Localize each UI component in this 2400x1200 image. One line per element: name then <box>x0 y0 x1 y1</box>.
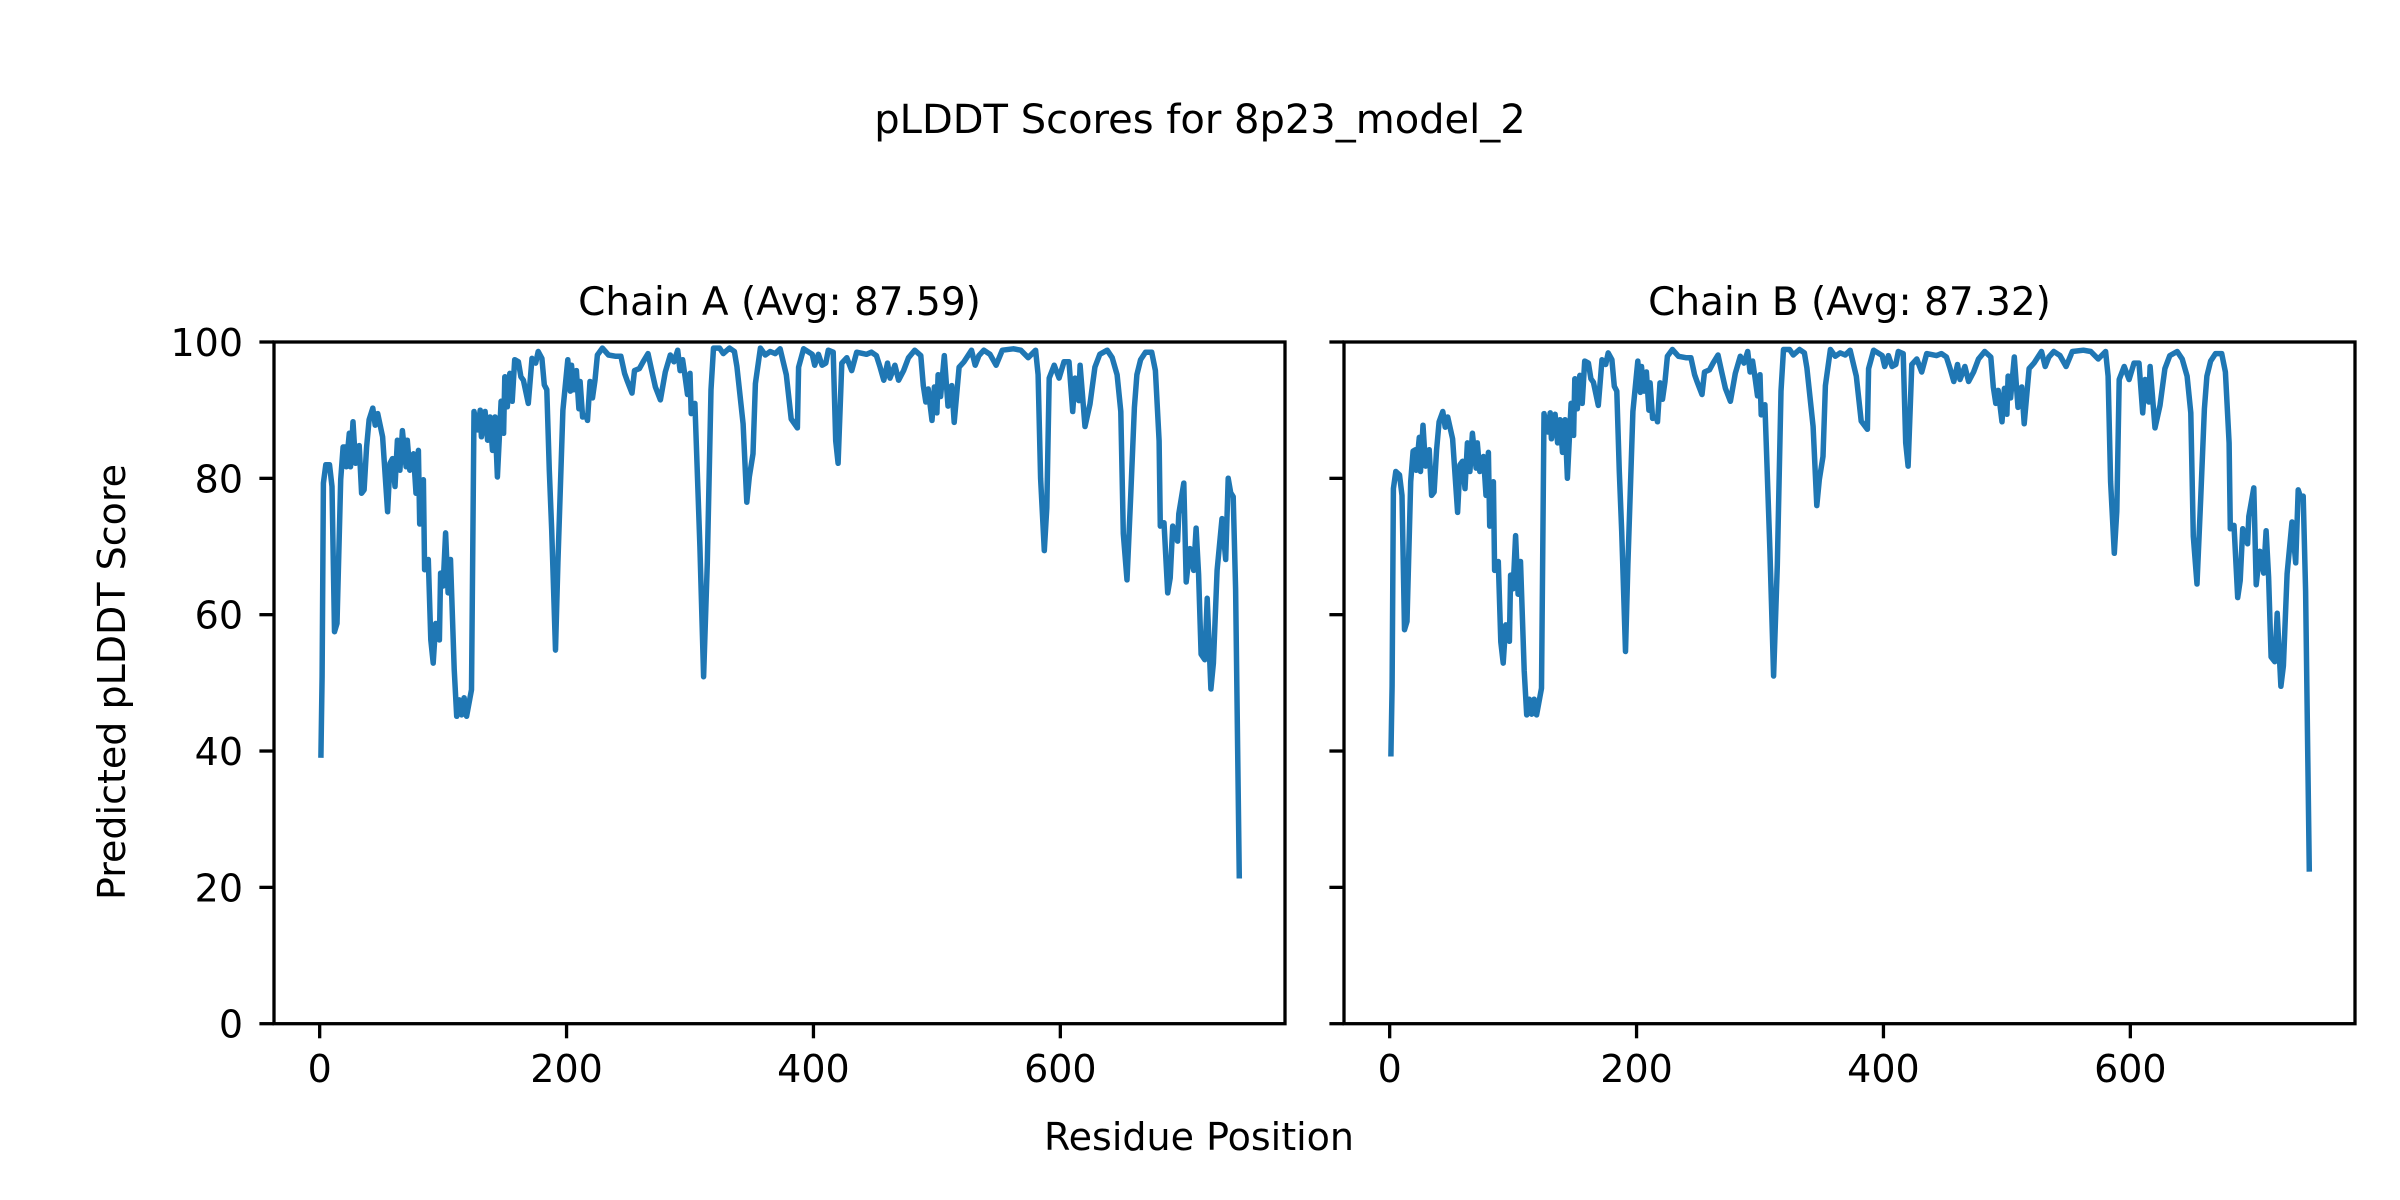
figure-title: pLDDT Scores for 8p23_model_2 <box>874 97 1525 143</box>
chain-a-x-tick-label: 0 <box>308 1047 332 1091</box>
y-tick-label: 0 <box>219 1003 243 1047</box>
y-tick-label: 60 <box>195 594 243 638</box>
chain-b-plddt-line <box>1388 346 2313 872</box>
chain-a-axes-frame <box>272 340 1287 1026</box>
y-tick-label: 20 <box>195 866 243 910</box>
y-tick-label: 80 <box>195 457 243 501</box>
y-axis-label: Predicted pLDDT Score <box>90 464 134 900</box>
chain-b-axes-frame <box>1342 340 2357 1026</box>
chain-a-x-tick-label: 400 <box>777 1047 850 1091</box>
chain-a-title: Chain A (Avg: 87.59) <box>578 280 981 325</box>
chain-b-x-tick-label: 400 <box>1847 1047 1920 1091</box>
chain-b-panel: Chain B (Avg: 87.32) 0 200 400 600 <box>1329 280 2357 1091</box>
chain-b-x-tick-label: 0 <box>1378 1047 1402 1091</box>
x-axis-label: Residue Position <box>1044 1115 1354 1159</box>
chain-b-x-tick-label: 200 <box>1600 1047 1673 1091</box>
chain-a-x-tick-label: 200 <box>530 1047 603 1091</box>
chain-a-panel: Chain A (Avg: 87.59) 0 200 400 600 0 20 40 60 80… <box>170 280 1287 1091</box>
chain-b-title: Chain B (Avg: 87.32) <box>1648 280 2051 325</box>
chain-a-x-tick-label: 600 <box>1024 1047 1097 1091</box>
y-tick-label: 100 <box>170 321 243 365</box>
chain-b-x-tick-label: 600 <box>2094 1047 2167 1091</box>
y-tick-label: 40 <box>195 730 243 774</box>
chain-a-plddt-line <box>318 345 1243 879</box>
